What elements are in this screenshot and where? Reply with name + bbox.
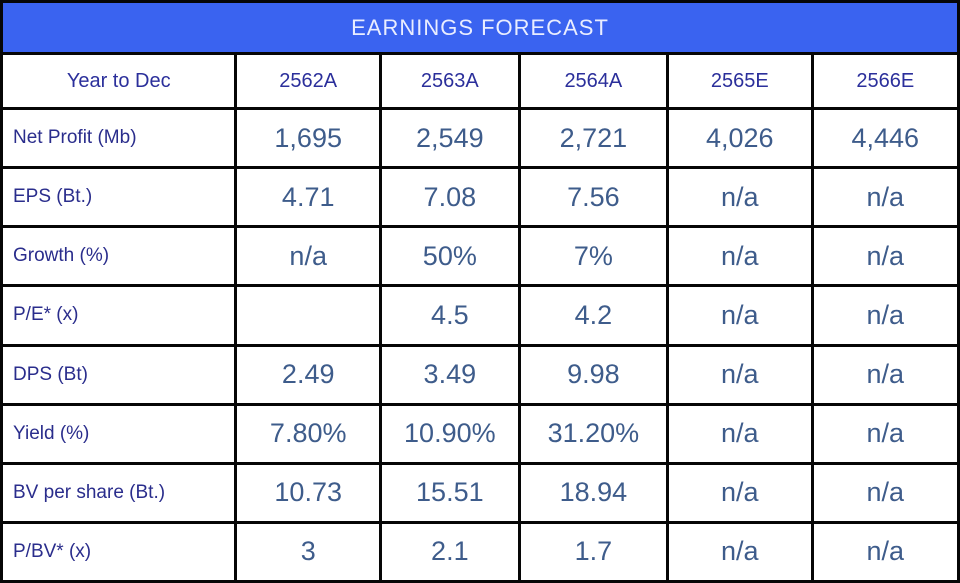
table-row-yield: Yield (%) 7.80% 10.90% 31.20% n/a n/a [0, 402, 960, 465]
cell-value: n/a [810, 284, 960, 347]
table-row-bv-per-share: BV per share (Bt.) 10.73 15.51 18.94 n/a… [0, 461, 960, 524]
row-label: Net Profit (Mb) [0, 106, 238, 170]
row-label: P/E* (x) [0, 284, 238, 347]
cell-value: 7.08 [378, 166, 521, 229]
cell-value: n/a [666, 520, 814, 583]
cell-value: 2.49 [234, 343, 382, 406]
column-header-2564a: 2564A [517, 52, 670, 110]
column-header-year-to-dec: Year to Dec [0, 52, 238, 110]
cell-value: 7% [517, 225, 670, 288]
cell-value: n/a [810, 343, 960, 406]
cell-value: 3.49 [378, 343, 521, 406]
cell-value: 4,026 [666, 106, 814, 170]
title-row: EARNINGS FORECAST [0, 0, 960, 55]
cell-value: n/a [234, 225, 382, 288]
cell-value: n/a [666, 343, 814, 406]
cell-value: 2,721 [517, 106, 670, 170]
table-title: EARNINGS FORECAST [0, 0, 960, 55]
cell-value: n/a [810, 225, 960, 288]
column-header-2562a: 2562A [234, 52, 382, 110]
cell-value: 3 [234, 520, 382, 583]
cell-value: 4.5 [378, 284, 521, 347]
row-label: BV per share (Bt.) [0, 461, 238, 524]
cell-value: 10.73 [234, 461, 382, 524]
row-label: EPS (Bt.) [0, 166, 238, 229]
row-label: DPS (Bt) [0, 343, 238, 406]
table-row-growth: Growth (%) n/a 50% 7% n/a n/a [0, 225, 960, 288]
cell-value: 4,446 [810, 106, 960, 170]
table-row-pbv: P/BV* (x) 3 2.1 1.7 n/a n/a [0, 520, 960, 583]
cell-value: 1.7 [517, 520, 670, 583]
cell-value: 2,549 [378, 106, 521, 170]
cell-value: n/a [810, 402, 960, 465]
cell-value: n/a [666, 166, 814, 229]
cell-value: 9.98 [517, 343, 670, 406]
cell-value: 50% [378, 225, 521, 288]
cell-value: n/a [666, 284, 814, 347]
cell-value: 10.90% [378, 402, 521, 465]
row-label: Growth (%) [0, 225, 238, 288]
cell-value: n/a [666, 461, 814, 524]
cell-value: 7.56 [517, 166, 670, 229]
cell-value: n/a [666, 225, 814, 288]
cell-value: n/a [810, 520, 960, 583]
cell-value: 2.1 [378, 520, 521, 583]
cell-value: n/a [810, 461, 960, 524]
cell-value: 15.51 [378, 461, 521, 524]
column-header-2563a: 2563A [378, 52, 521, 110]
table-row-pe: P/E* (x) 4.5 4.2 n/a n/a [0, 284, 960, 347]
cell-value: 18.94 [517, 461, 670, 524]
cell-value [234, 284, 382, 347]
row-label: Yield (%) [0, 402, 238, 465]
row-label: P/BV* (x) [0, 520, 238, 583]
table-row-dps: DPS (Bt) 2.49 3.49 9.98 n/a n/a [0, 343, 960, 406]
table-row-net-profit: Net Profit (Mb) 1,695 2,549 2,721 4,026 … [0, 106, 960, 170]
table-row-eps: EPS (Bt.) 4.71 7.08 7.56 n/a n/a [0, 166, 960, 229]
column-header-2566e: 2566E [810, 52, 960, 110]
cell-value: 4.2 [517, 284, 670, 347]
cell-value: 1,695 [234, 106, 382, 170]
cell-value: 7.80% [234, 402, 382, 465]
column-header-row: Year to Dec 2562A 2563A 2564A 2565E 2566… [0, 52, 960, 110]
column-header-2565e: 2565E [666, 52, 814, 110]
cell-value: 4.71 [234, 166, 382, 229]
cell-value: n/a [666, 402, 814, 465]
cell-value: n/a [810, 166, 960, 229]
cell-value: 31.20% [517, 402, 670, 465]
